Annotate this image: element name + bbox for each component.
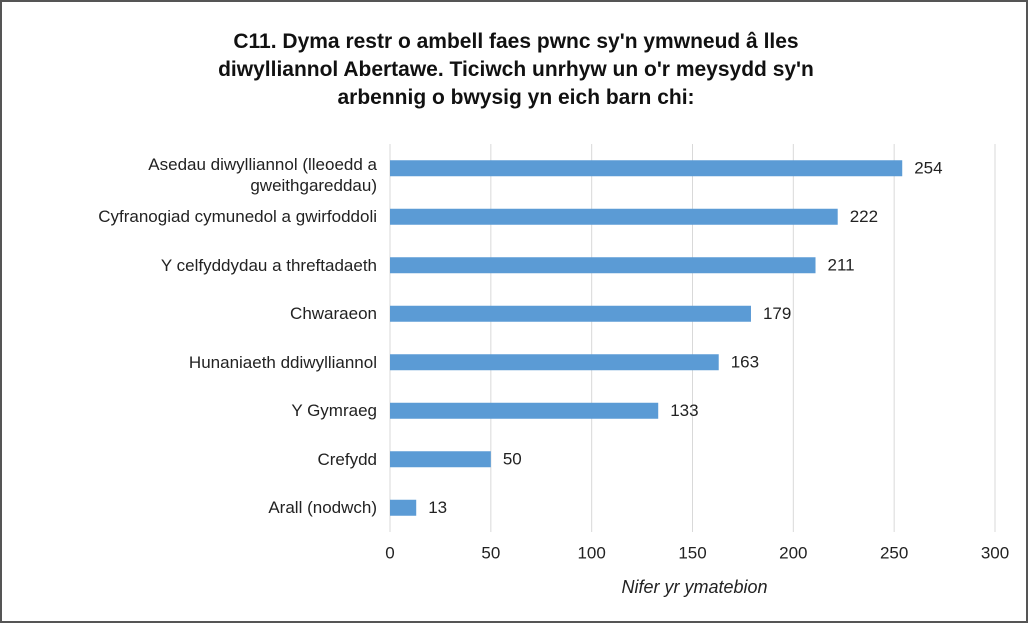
bar — [390, 451, 491, 468]
x-tick-label: 100 — [577, 543, 605, 562]
value-label: 13 — [428, 498, 447, 517]
bar — [390, 160, 903, 177]
x-tick-label: 250 — [880, 543, 908, 562]
value-label: 211 — [828, 256, 855, 275]
y-tick-label: Y Gymraeg — [291, 401, 377, 421]
x-axis-title: Nifer yr ymatebion — [621, 577, 768, 597]
x-tick-label: 0 — [385, 543, 394, 562]
y-tick-label: Hunaniaeth ddiwylliannol — [188, 352, 377, 372]
y-tick-label: Cyfranogiad cymunedol a gwirfoddoli — [98, 207, 377, 227]
value-label: 163 — [731, 353, 759, 372]
bar — [390, 305, 751, 322]
bar — [390, 499, 417, 516]
chart-title: C11. Dyma restr o ambell faes pwnc sy'n … — [218, 30, 814, 109]
bar — [390, 402, 659, 419]
x-tick-label: 300 — [981, 543, 1009, 562]
bar — [390, 354, 719, 371]
y-tick-label: Arall (nodwch) — [268, 498, 377, 518]
value-label: 50 — [503, 450, 522, 469]
x-tick-label: 200 — [779, 543, 807, 562]
y-tick-label: Chwaraeon — [290, 304, 377, 324]
y-tick-label: Crefydd — [317, 449, 377, 469]
y-tick-label: Y celfyddydau a threftadaeth — [160, 255, 377, 275]
bar — [390, 208, 838, 225]
value-label: 254 — [914, 159, 942, 178]
x-tick-label: 50 — [481, 543, 500, 562]
y-tick-label: Asedau diwylliannol (lleoedd a gweithgar… — [148, 155, 377, 196]
x-tick-label: 150 — [678, 543, 706, 562]
value-label: 179 — [763, 304, 791, 323]
bar — [390, 257, 816, 274]
value-label: 222 — [850, 207, 878, 226]
value-label: 133 — [670, 401, 698, 420]
